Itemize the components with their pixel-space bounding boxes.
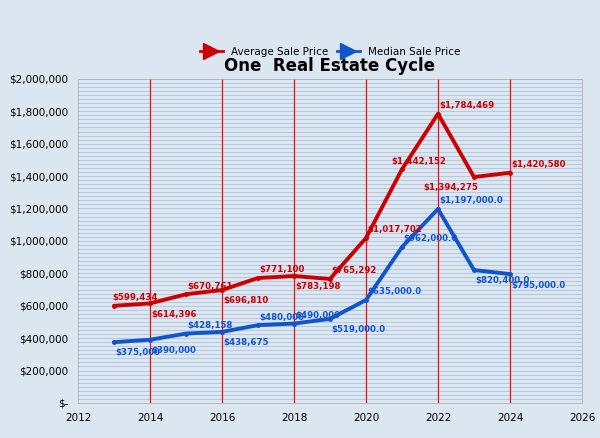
Text: $1,394,275: $1,394,275	[424, 183, 478, 192]
Text: $490,000: $490,000	[296, 311, 341, 320]
Text: $375,000: $375,000	[116, 348, 161, 357]
Text: $480,000: $480,000	[260, 313, 305, 321]
Text: $765,292: $765,292	[332, 266, 377, 276]
Text: $795,000.0: $795,000.0	[512, 281, 566, 290]
Text: $428,158: $428,158	[188, 321, 233, 330]
Text: $771,100: $771,100	[260, 265, 305, 275]
Legend: Average Sale Price, Median Sale Price: Average Sale Price, Median Sale Price	[196, 42, 464, 61]
Text: $519,000.0: $519,000.0	[332, 325, 386, 334]
Text: $1,442,152: $1,442,152	[391, 157, 446, 166]
Text: $783,198: $783,198	[296, 282, 341, 291]
Text: $962,000.0: $962,000.0	[404, 234, 458, 244]
Text: $635,000.0: $635,000.0	[368, 287, 422, 297]
Text: $599,434: $599,434	[112, 293, 158, 302]
Text: $438,675: $438,675	[224, 338, 269, 347]
Text: $390,000: $390,000	[152, 346, 197, 355]
Text: $1,420,580: $1,420,580	[512, 160, 566, 169]
Text: $614,396: $614,396	[152, 310, 197, 319]
Text: $1,017,702: $1,017,702	[368, 226, 422, 234]
Text: $820,400.0: $820,400.0	[476, 276, 530, 285]
Text: $1,197,000.0: $1,197,000.0	[440, 196, 503, 205]
Title: One  Real Estate Cycle: One Real Estate Cycle	[224, 57, 436, 74]
Text: $670,761: $670,761	[188, 282, 233, 291]
Text: $696,810: $696,810	[224, 296, 269, 305]
Text: $1,784,469: $1,784,469	[440, 101, 495, 110]
